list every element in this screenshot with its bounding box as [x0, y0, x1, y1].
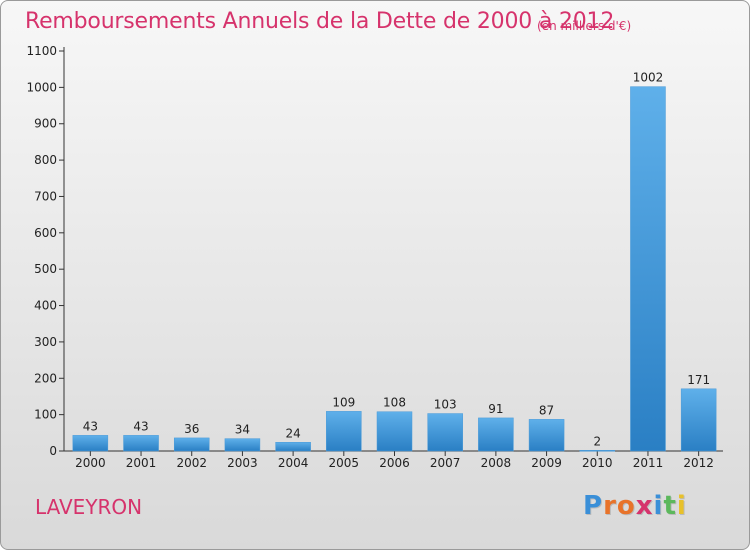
logo-letter: i — [653, 491, 664, 521]
bar — [275, 442, 311, 452]
x-tick-label: 2001 — [126, 456, 157, 470]
bar — [630, 86, 666, 452]
bar-value-label: 36 — [184, 422, 199, 436]
logo-letter: o — [616, 491, 636, 521]
bar-value-label: 43 — [133, 419, 148, 433]
y-tick-label: 0 — [49, 444, 57, 458]
bar — [173, 437, 210, 452]
y-tick-label: 100 — [34, 408, 57, 422]
bar-value-label: 91 — [488, 402, 503, 416]
bar — [376, 411, 413, 452]
bar — [528, 419, 565, 452]
bar-value-label: 24 — [285, 426, 300, 440]
x-tick-label: 2011 — [633, 456, 664, 470]
y-tick-label: 500 — [34, 262, 57, 276]
x-tick-label: 2006 — [379, 456, 410, 470]
bar-value-label: 108 — [383, 396, 406, 410]
x-tick-label: 2007 — [430, 456, 461, 470]
bar — [326, 411, 362, 452]
x-tick-label: 2004 — [278, 456, 309, 470]
bar — [680, 388, 717, 452]
bar-value-label: 1002 — [633, 71, 664, 85]
y-tick-label: 600 — [34, 226, 57, 240]
chart-title: Remboursements Annuels de la Dette de 20… — [25, 9, 615, 34]
y-tick-label: 700 — [34, 189, 57, 203]
bar — [72, 435, 109, 452]
bar-value-label: 2 — [593, 434, 601, 448]
bar — [123, 435, 159, 452]
logo-letter: i — [676, 491, 687, 521]
x-tick-label: 2010 — [582, 456, 613, 470]
y-tick-label: 900 — [34, 117, 57, 131]
y-tick-label: 1100 — [26, 44, 57, 58]
logo-letter: r — [603, 491, 617, 521]
bar — [224, 438, 261, 452]
logo-letter: P — [583, 491, 604, 521]
x-tick-label: 2009 — [531, 456, 562, 470]
bar-value-label: 109 — [332, 395, 355, 409]
x-tick-label: 2003 — [227, 456, 258, 470]
bar-value-label: 171 — [687, 373, 710, 387]
x-tick-label: 2000 — [75, 456, 106, 470]
logo-letter: x — [635, 491, 654, 521]
bar — [478, 417, 514, 452]
bar-value-label: 34 — [235, 423, 250, 437]
logo-letter: t — [663, 491, 677, 521]
x-tick-label: 2002 — [176, 456, 207, 470]
x-tick-label: 2012 — [683, 456, 714, 470]
y-tick-label: 400 — [34, 299, 57, 313]
bar — [579, 450, 616, 452]
bar-value-label: 103 — [434, 398, 457, 412]
commune-name: LAVEYRON — [35, 495, 143, 519]
y-tick-label: 300 — [34, 335, 57, 349]
bar-value-label: 87 — [539, 403, 554, 417]
proxiti-logo[interactable]: Proxiti — [583, 491, 687, 521]
x-tick-label: 2005 — [329, 456, 360, 470]
bar — [427, 413, 463, 452]
y-tick-label: 1000 — [26, 80, 57, 94]
y-tick-label: 800 — [34, 153, 57, 167]
bar-value-label: 43 — [83, 419, 98, 433]
chart-subtitle: (en milliers d'€) — [537, 19, 632, 33]
x-tick-label: 2008 — [481, 456, 512, 470]
y-tick-label: 200 — [34, 371, 57, 385]
